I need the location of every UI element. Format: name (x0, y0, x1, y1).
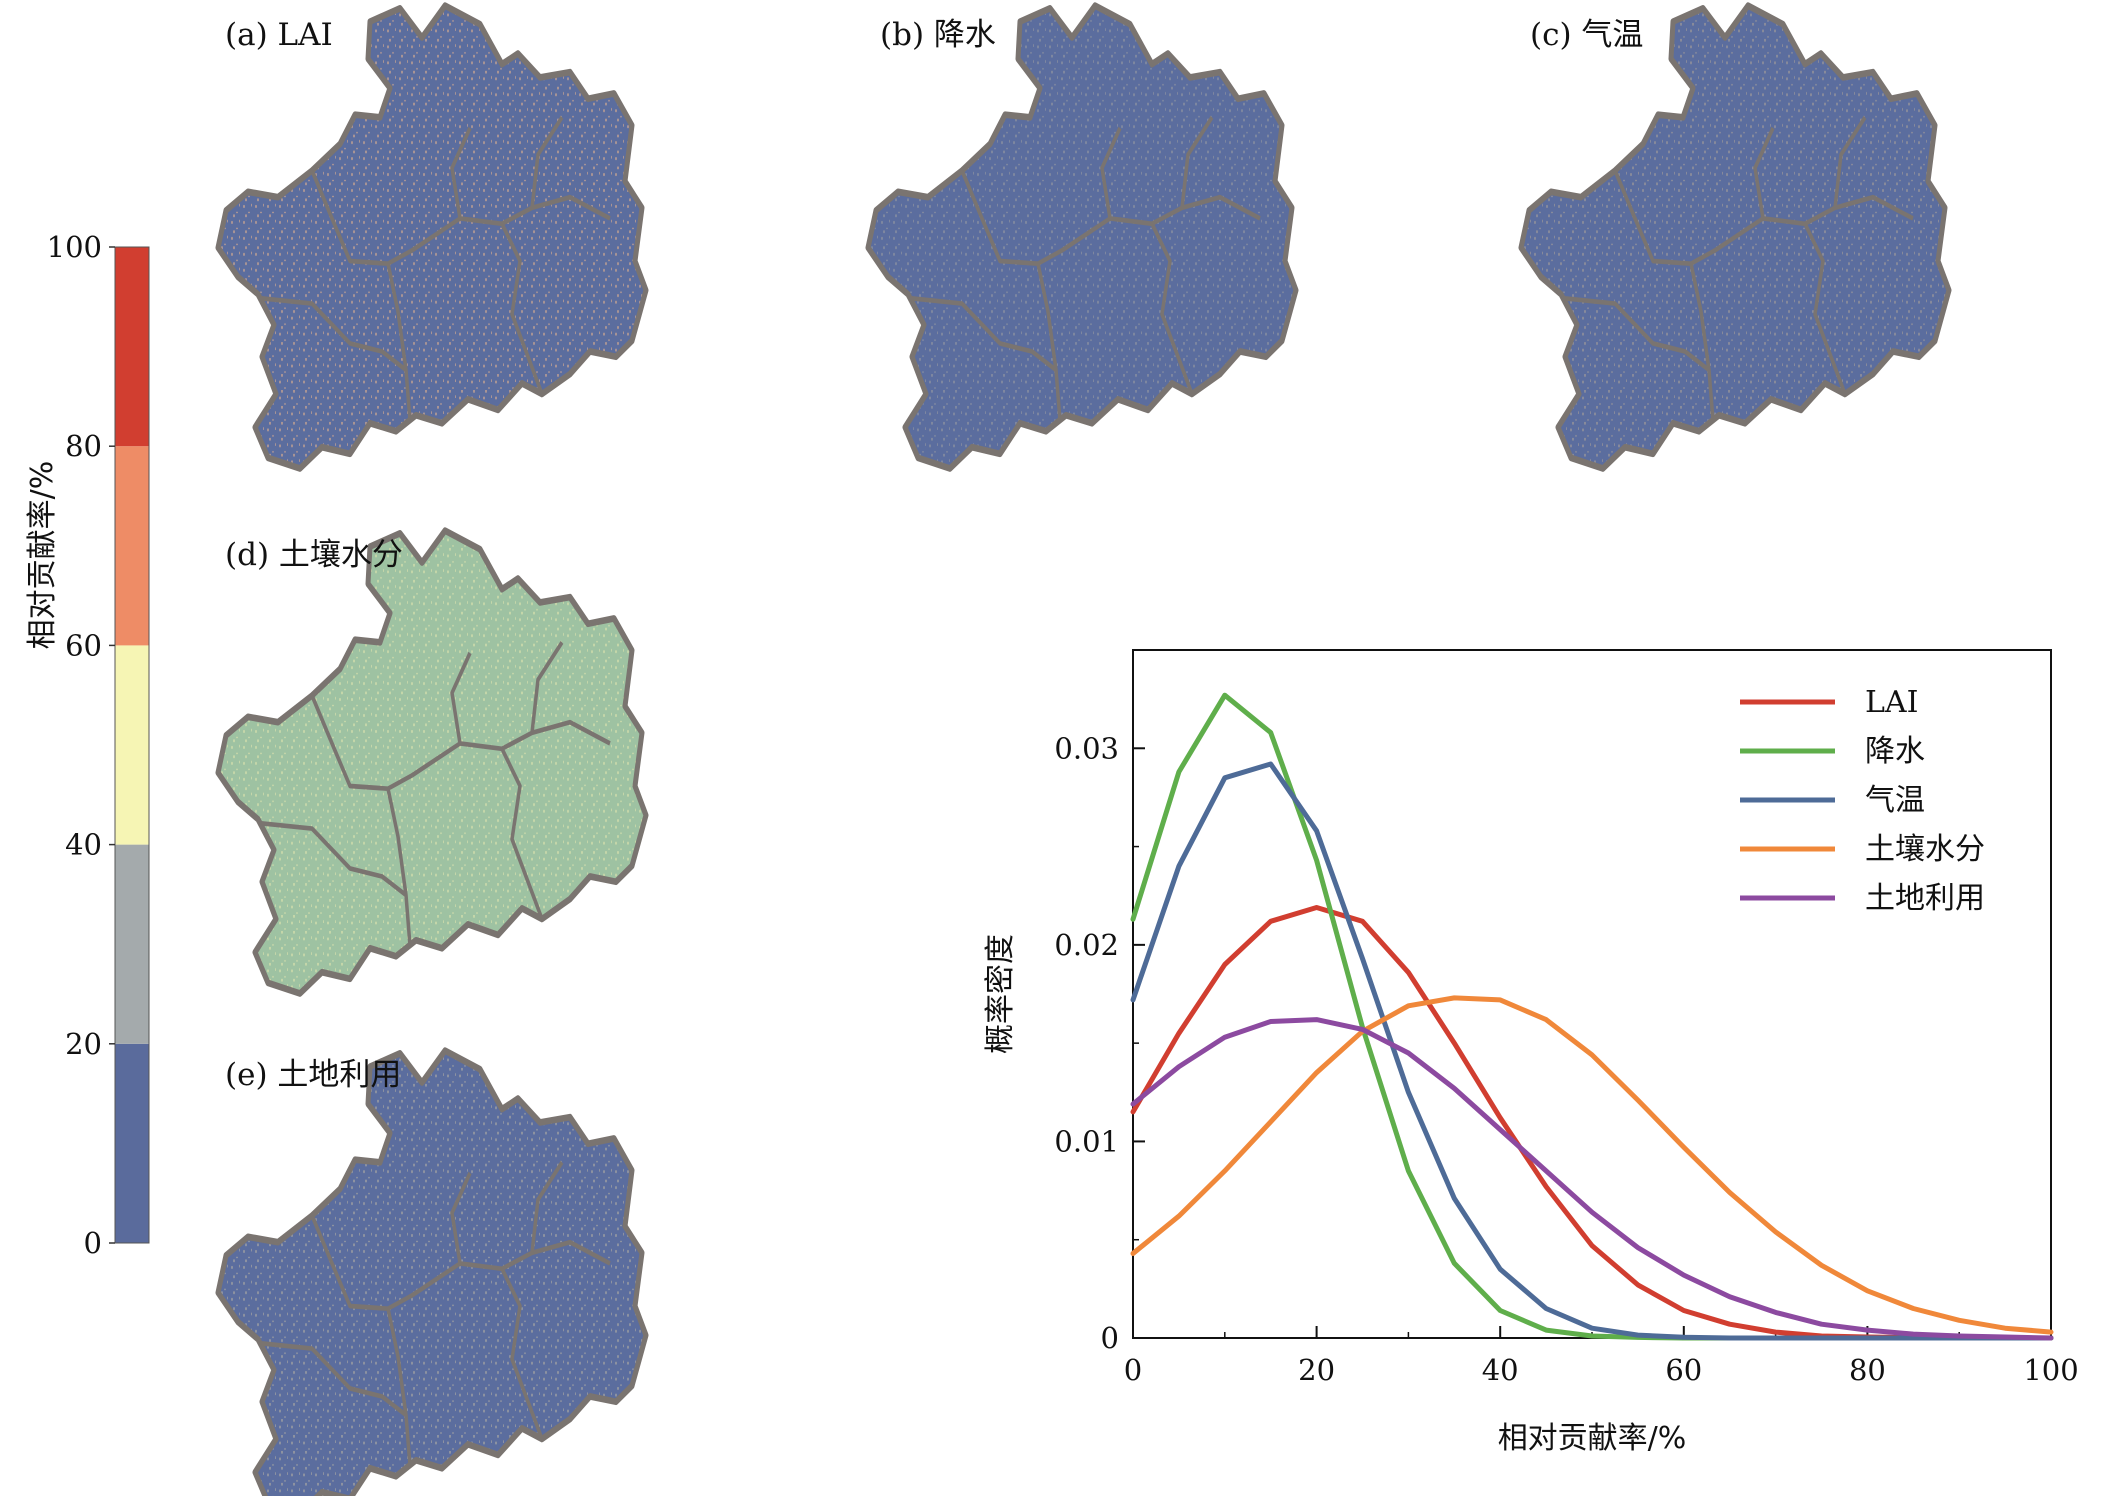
y-tick-label: 0.01 (1054, 1124, 1119, 1158)
colorbar-bin-4 (115, 247, 149, 447)
legend-label: LAI (1865, 685, 1918, 720)
speckle-layer (218, 530, 646, 994)
map-panel-label: (b) 降水 (880, 17, 996, 53)
colorbar-bin-1 (115, 844, 149, 1044)
x-tick-label: 100 (2023, 1353, 2078, 1387)
map-panel-1 (850, 0, 1310, 500)
colorbar-bin-2 (115, 645, 149, 845)
speckle-layer (868, 5, 1296, 469)
prefecture-boundaries (259, 1160, 611, 1466)
colorbar-tick-label: 0 (84, 1226, 102, 1260)
x-tick-label: 20 (1298, 1353, 1335, 1387)
colorbar-label: 相对贡献率/% (25, 461, 60, 650)
colorbar-bin-3 (115, 446, 149, 646)
colorbar-bin-0 (115, 1043, 149, 1243)
legend-label: 降水 (1865, 734, 1925, 769)
density-chart: 0 20 40 60 80 100 0 0.01 0.02 0.03 LAI 降水气温土壤水分土地利… (983, 649, 2079, 1456)
y-axis-label: 概率密度 (983, 934, 1018, 1054)
colorbar-tick-label: 40 (65, 828, 102, 862)
colorbar-tick-label: 60 (65, 628, 102, 662)
legend-label: 土壤水分 (1865, 832, 1985, 867)
series-line-4 (1130, 1017, 2054, 1341)
colorbar: 0 20 40 60 80 100 相对贡献率/% (25, 230, 150, 1260)
x-axis-label: 相对贡献率/% (1498, 1421, 1687, 1456)
legend-label: 气温 (1865, 783, 1925, 818)
map-panel-3 (200, 520, 660, 1025)
map-panel-2 (1503, 0, 1963, 500)
series-line-2 (1130, 761, 2054, 1341)
prefecture-boundaries (259, 115, 611, 421)
series-line-3 (1130, 995, 2054, 1335)
x-tick-label: 80 (1849, 1353, 1886, 1387)
axis-ticks: 0 20 40 60 80 100 0 0.01 0.02 0.03 (1054, 731, 2078, 1387)
map-panel-label: (d) 土壤水分 (225, 537, 403, 573)
series-lines (1130, 692, 2054, 1341)
x-tick-label: 0 (1124, 1353, 1142, 1387)
prefecture-boundaries (259, 640, 611, 946)
map-panel-label: (c) 气温 (1530, 17, 1643, 53)
map-panel-label: (e) 土地利用 (225, 1057, 401, 1093)
map-panel-4 (200, 1040, 660, 1496)
y-tick-label: 0.02 (1054, 928, 1119, 962)
x-tick-label: 60 (1665, 1353, 1702, 1387)
colorbar-tick-label: 20 (65, 1027, 102, 1061)
map-panel-label: (a) LAI (225, 17, 333, 53)
x-tick-label: 40 (1482, 1353, 1519, 1387)
y-tick-label: 0 (1101, 1321, 1119, 1355)
colorbar-ticks: 0 20 40 60 80 100 (47, 230, 115, 1260)
colorbar-frame (114, 246, 150, 1244)
colorbar-tick-label: 80 (65, 429, 102, 463)
colorbar-bins (114, 246, 150, 1244)
speckle-layer (218, 5, 646, 469)
y-tick-label: 0.03 (1054, 731, 1119, 765)
legend-label: 土地利用 (1865, 881, 1985, 916)
prefecture-boundaries (1562, 115, 1914, 421)
map-panel-0 (200, 0, 660, 500)
speckle-layer (1521, 5, 1949, 469)
colorbar-tick-label: 100 (47, 230, 102, 264)
prefecture-boundaries (909, 115, 1261, 421)
